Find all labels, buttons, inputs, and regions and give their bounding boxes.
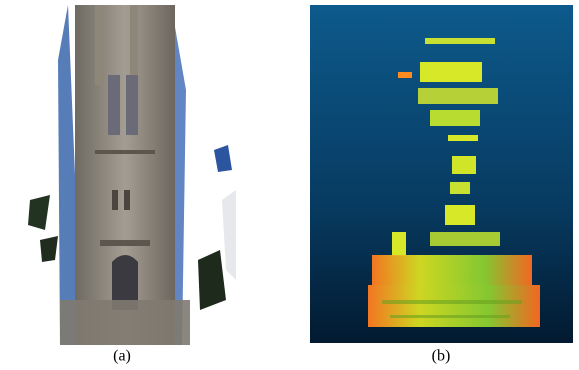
panel-a-image [8,5,236,345]
caption: (b) [432,348,451,365]
panel-b-image [310,5,573,343]
caption: (a) [113,348,131,365]
